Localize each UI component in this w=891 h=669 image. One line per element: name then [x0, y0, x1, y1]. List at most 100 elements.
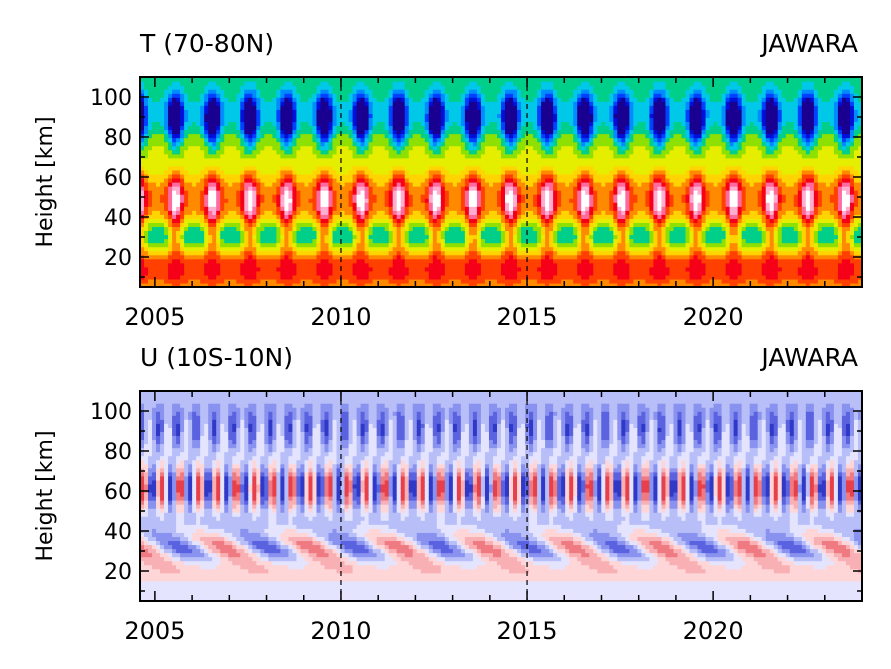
heatmap-cell — [288, 129, 294, 135]
heatmap-cell — [496, 77, 502, 82]
heatmap-cell — [336, 270, 342, 276]
heatmap-cell — [276, 218, 281, 223]
heatmap-cell — [184, 149, 189, 155]
heatmap-cell — [300, 282, 306, 287]
heatmap-cell — [456, 125, 462, 131]
heatmap-cell — [188, 117, 193, 123]
heatmap-cell — [216, 210, 221, 215]
heatmap-cell — [468, 121, 474, 127]
heatmap-cell — [188, 89, 193, 94]
heatmap-cell — [408, 169, 414, 175]
heatmap-cell — [444, 153, 450, 159]
heatmap-cell — [404, 206, 410, 211]
heatmap-cell — [400, 125, 406, 131]
heatmap-cell — [360, 282, 366, 287]
heatmap-cell — [364, 169, 370, 175]
heatmap-cell — [316, 202, 322, 207]
heatmap-cell — [148, 85, 153, 90]
heatmap-cell — [436, 274, 442, 280]
heatmap-cell — [160, 222, 165, 228]
heatmap-cell — [352, 141, 358, 147]
heatmap-cell — [356, 246, 362, 252]
heatmap-cell — [232, 210, 237, 215]
heatmap-cell — [368, 218, 374, 223]
heatmap-cell — [184, 157, 189, 163]
heatmap-cell — [264, 254, 269, 260]
heatmap-cell — [505, 117, 510, 123]
heatmap-cell — [284, 117, 290, 123]
heatmap-cell — [312, 89, 318, 94]
heatmap-cell — [288, 113, 294, 118]
heatmap-cell — [300, 81, 306, 86]
heatmap-cell — [220, 274, 225, 280]
heatmap-cell — [509, 93, 514, 98]
heatmap-cell — [164, 173, 169, 179]
heatmap-cell — [148, 266, 153, 272]
heatmap-cell — [352, 125, 358, 131]
heatmap-cell — [224, 165, 229, 171]
heatmap-cell — [176, 117, 181, 123]
heatmap-cell — [256, 97, 261, 102]
heatmap-cell — [212, 214, 217, 219]
heatmap-cell — [388, 77, 394, 82]
heatmap-cell — [176, 77, 181, 82]
heatmap-cell — [380, 173, 386, 179]
heatmap-cell — [308, 141, 314, 147]
heatmap-cell — [484, 113, 490, 118]
heatmap-cell — [196, 266, 201, 272]
heatmap-cell — [348, 186, 354, 191]
heatmap-cell — [380, 177, 386, 183]
heatmap-cell — [440, 222, 446, 228]
heatmap-cell — [420, 250, 426, 256]
heatmap-cell — [412, 242, 418, 248]
heatmap-cell — [188, 282, 193, 287]
heatmap-cell — [220, 129, 225, 135]
heatmap-cell — [160, 214, 165, 219]
heatmap-cell — [236, 121, 241, 127]
heatmap-cell — [376, 194, 382, 199]
heatmap-cell — [476, 218, 482, 223]
heatmap-cell — [376, 161, 382, 167]
heatmap-cell — [272, 182, 277, 187]
heatmap-cell — [200, 145, 205, 151]
heatmap-cell — [272, 234, 277, 240]
heatmap-cell — [268, 165, 273, 171]
heatmap-cell — [444, 77, 450, 82]
heatmap-cell — [501, 141, 506, 147]
heatmap-cell — [360, 101, 366, 106]
heatmap-cell — [152, 198, 157, 203]
heatmap-cell — [340, 274, 346, 280]
heatmap-cell — [428, 161, 434, 167]
heatmap-cell — [288, 101, 294, 106]
heatmap-cell — [240, 270, 245, 276]
heatmap-cell — [176, 173, 181, 179]
heatmap-cell — [392, 258, 398, 264]
heatmap-cell — [228, 101, 233, 106]
heatmap-cell — [244, 89, 249, 94]
heatmap-cell — [424, 190, 430, 195]
heatmap-cell — [148, 202, 153, 207]
heatmap-cell — [260, 206, 265, 211]
heatmap-cell — [416, 85, 422, 90]
heatmap-cell — [316, 194, 322, 199]
heatmap-cell — [304, 206, 310, 211]
heatmap-cell — [156, 105, 161, 110]
heatmap-cell — [501, 85, 506, 90]
heatmap-cell — [148, 105, 153, 110]
heatmap-cell — [260, 81, 265, 86]
heatmap-cell — [180, 246, 185, 252]
heatmap-cell — [252, 202, 257, 207]
heatmap-cell — [252, 169, 257, 175]
heatmap-cell — [292, 117, 298, 123]
heatmap-cell — [176, 113, 181, 118]
heatmap-cell — [288, 109, 294, 114]
heatmap-cell — [496, 121, 502, 127]
heatmap-cell — [505, 198, 510, 203]
heatmap-cell — [152, 145, 157, 151]
heatmap-cell — [400, 270, 406, 276]
heatmap-cell — [376, 77, 382, 82]
heatmap-cell — [160, 190, 165, 195]
heatmap-cell — [148, 250, 153, 256]
heatmap-cell — [513, 97, 518, 102]
heatmap-cell — [444, 202, 450, 207]
